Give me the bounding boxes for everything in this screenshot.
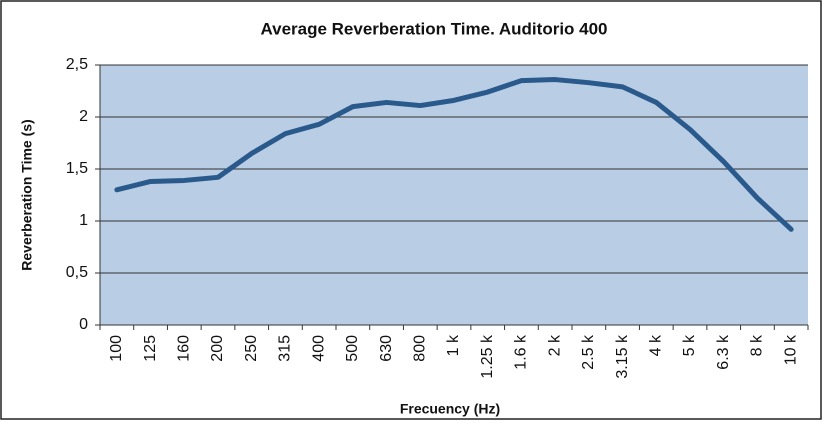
- x-tick-label: 4 k: [648, 334, 665, 356]
- y-tick-label: 2,5: [66, 56, 88, 73]
- x-tick-label: 400: [310, 335, 327, 362]
- y-tick-label: 1: [79, 212, 88, 229]
- x-tick-label: 250: [243, 335, 260, 362]
- y-tick-label: 2: [79, 108, 88, 125]
- x-tick-label: 10 k: [782, 334, 799, 365]
- x-tick-label: 1 k: [445, 334, 462, 356]
- x-tick-label: 5 k: [681, 334, 698, 356]
- x-tick-label: 630: [378, 335, 395, 362]
- plot-area: [100, 65, 808, 325]
- x-tick-label: 6.3 k: [715, 334, 732, 370]
- x-tick-label: 500: [344, 335, 361, 362]
- y-tick-label: 0,5: [66, 264, 88, 281]
- y-tick-label: 0: [79, 316, 88, 333]
- x-tick-label: 100: [108, 335, 125, 362]
- x-tick-label: 160: [176, 335, 193, 362]
- y-axis-label: Reverberation Time (s): [19, 119, 35, 270]
- x-tick-label: 125: [142, 335, 159, 362]
- x-tick-label: 800: [412, 335, 429, 362]
- x-tick-label: 1.6 k: [513, 334, 530, 370]
- x-tick-label: 1.25 k: [479, 334, 496, 379]
- x-tick-label: 200: [209, 335, 226, 362]
- line: [114, 77, 794, 232]
- x-tick-label: 3.15 k: [614, 334, 631, 379]
- x-tick-label: 315: [277, 335, 294, 362]
- chart-title: Average Reverberation Time. Auditorio 40…: [260, 19, 607, 38]
- x-tick-label: 8 k: [749, 334, 766, 356]
- x-axis-label: Frecuency (Hz): [400, 401, 500, 417]
- y-tick-label: 1,5: [66, 160, 88, 177]
- x-tick-label: 2.5 k: [580, 334, 597, 370]
- x-tick-label: 2 k: [546, 334, 563, 356]
